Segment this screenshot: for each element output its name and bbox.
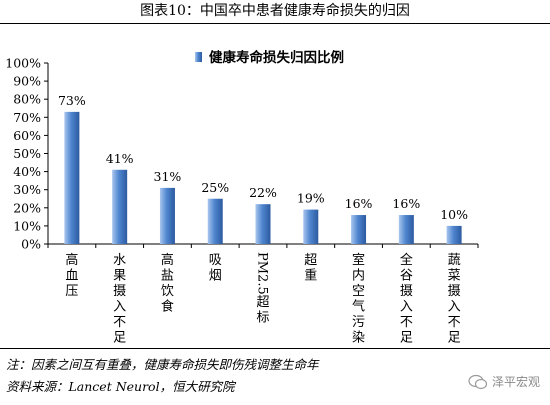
x-tick-label-char: 污 bbox=[352, 315, 365, 330]
bar bbox=[351, 215, 367, 244]
bar bbox=[446, 225, 462, 244]
x-tick-label-char: 蔬 bbox=[448, 253, 461, 268]
x-tick-label-char: 烟 bbox=[209, 269, 222, 284]
x-tick-label: 高血压 bbox=[65, 252, 78, 299]
bar bbox=[255, 204, 271, 244]
data-label: 73% bbox=[58, 93, 86, 108]
x-tick-label-char: 内 bbox=[352, 268, 365, 284]
x-tick-label-char: 空 bbox=[352, 284, 365, 299]
y-tick-label: 30% bbox=[13, 182, 41, 197]
y-tick-label: 70% bbox=[13, 110, 41, 125]
wechat-icon bbox=[468, 374, 488, 389]
y-tick-label: 60% bbox=[13, 128, 41, 143]
y-tick-label: 20% bbox=[13, 200, 41, 215]
x-tick-label-char: 重 bbox=[304, 268, 317, 284]
bar bbox=[303, 209, 319, 244]
y-tick-label: 80% bbox=[13, 92, 41, 107]
x-tick-label-char: 食 bbox=[161, 299, 174, 315]
x-tick-label-char: 入 bbox=[113, 300, 126, 315]
x-tick-label-char: 全 bbox=[400, 252, 413, 268]
x-tick-label-char: 足 bbox=[400, 331, 413, 346]
x-tick-label-char: 摄 bbox=[448, 284, 461, 299]
legend-label: 健康寿命损失归因比例 bbox=[209, 49, 344, 66]
data-label: 19% bbox=[297, 191, 325, 206]
data-label: 25% bbox=[201, 180, 229, 195]
x-tick-label-char: 高 bbox=[161, 252, 174, 268]
x-tick-label-char: 摄 bbox=[400, 284, 413, 299]
x-tick-label-char: 血 bbox=[65, 269, 78, 284]
data-label: 22% bbox=[249, 185, 277, 200]
bar bbox=[64, 111, 80, 245]
x-tick-label-char: 染 bbox=[352, 331, 365, 346]
data-label: 41% bbox=[106, 151, 134, 166]
y-tick-label: 10% bbox=[13, 218, 41, 233]
y-tick-label: 0% bbox=[21, 237, 41, 252]
x-tick-label-part: PM2.5 bbox=[255, 252, 270, 295]
x-tick-label-char: 谷 bbox=[400, 269, 413, 284]
title-rule bbox=[0, 23, 550, 24]
watermark: 泽平宏观 bbox=[468, 373, 540, 390]
x-tick-label: 超重 bbox=[304, 253, 317, 284]
bar-chart: 健康寿命损失归因比例 0% 10% 20% 30% 40% 50% 60% 70% 80% 90%… bbox=[5, 49, 479, 345]
bar bbox=[159, 187, 175, 244]
y-tick-label: 100% bbox=[5, 56, 41, 71]
x-tick-label-char: 气 bbox=[352, 299, 365, 315]
x-tick-label-char: 盐 bbox=[161, 269, 174, 284]
chart-title: 图表10：中国卒中患者健康寿命损失的归因 bbox=[140, 3, 410, 19]
data-label: 16% bbox=[345, 196, 373, 211]
y-tick-label: 90% bbox=[13, 74, 41, 89]
legend: 健康寿命损失归因比例 bbox=[195, 49, 344, 66]
x-tick-label-char: 高 bbox=[65, 252, 78, 268]
data-label: 10% bbox=[440, 207, 468, 222]
x-tick-label-char: 入 bbox=[400, 300, 413, 315]
watermark-text: 泽平宏观 bbox=[491, 375, 540, 389]
x-tick-label-char: 超 bbox=[256, 295, 269, 310]
x-tick-label-char: 不 bbox=[113, 315, 126, 330]
x-tick-label-char: 足 bbox=[448, 331, 461, 346]
bar bbox=[207, 198, 223, 244]
y-tick-label: 40% bbox=[13, 164, 41, 179]
footer-rule bbox=[0, 348, 550, 349]
x-tick-label-char: 不 bbox=[448, 315, 461, 330]
x-tick-label-char: 饮 bbox=[161, 284, 174, 299]
x-tick-label-char: 入 bbox=[448, 300, 461, 315]
footnote: 注：因素之间互有重叠，健康寿命损失即伤残调整生命年 bbox=[6, 357, 319, 372]
x-tick-label: PM2.5超标 bbox=[255, 252, 270, 326]
x-tick-label-char: 超 bbox=[304, 253, 317, 268]
bar bbox=[112, 169, 128, 244]
x-tick-label-char: 果 bbox=[113, 269, 126, 284]
bar bbox=[398, 215, 414, 244]
x-tick-label-char: 菜 bbox=[448, 269, 461, 284]
x-tick-label-char: 吸 bbox=[209, 253, 222, 268]
x-tick-label-char: 水 bbox=[113, 253, 126, 268]
x-tick-label-char: 摄 bbox=[113, 284, 126, 299]
x-tick-label-char: 足 bbox=[113, 331, 126, 346]
x-tick-label-char: 标 bbox=[256, 311, 269, 326]
x-tick-label-char: 不 bbox=[400, 315, 413, 330]
y-tick-label: 50% bbox=[13, 146, 41, 161]
x-tick-label-char: 室 bbox=[352, 252, 365, 268]
source-note: 资料来源：Lancet Neurol，恒大研究院 bbox=[6, 379, 235, 394]
data-label: 31% bbox=[154, 169, 182, 184]
x-tick-label-char: 压 bbox=[65, 284, 78, 299]
legend-swatch bbox=[195, 52, 202, 62]
data-label: 16% bbox=[392, 196, 420, 211]
x-tick-label: 吸烟 bbox=[209, 253, 222, 284]
